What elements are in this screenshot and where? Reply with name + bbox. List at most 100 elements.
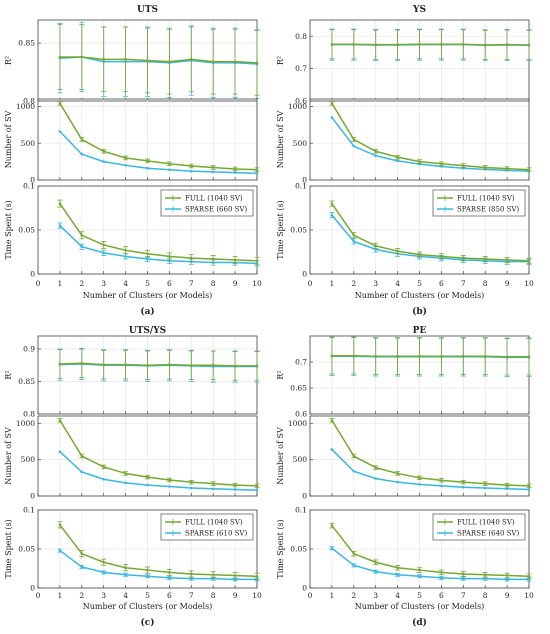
x-tick-label: 6: [439, 591, 444, 600]
legend-box: [432, 513, 526, 541]
y-tick-label: 0: [30, 492, 35, 501]
data-point: [374, 560, 378, 564]
data-point: [190, 169, 193, 173]
y-tick-label: 0.85: [18, 377, 35, 386]
data-point: [505, 578, 509, 581]
series-line: [59, 103, 258, 171]
data-point: [146, 575, 149, 578]
data-point: [80, 152, 84, 156]
y-tick-label: 0: [302, 492, 307, 501]
series-sparse: [58, 130, 259, 175]
data-point: [505, 574, 509, 577]
data-point: [211, 482, 215, 485]
x-tick-label: 3: [101, 279, 106, 288]
legend: FULL (1040 SV) SPARSE (850 SV): [432, 189, 526, 217]
data-point: [124, 481, 127, 485]
x-tick-label: 4: [123, 279, 128, 288]
series-full: [329, 200, 532, 264]
data-point: [483, 573, 487, 577]
data-point: [418, 43, 421, 46]
data-point: [462, 572, 465, 576]
data-point: [352, 240, 356, 243]
panel-label: (a): [140, 306, 154, 317]
panel-label: (c): [141, 617, 155, 628]
y-tick-label: 0.8: [295, 32, 307, 41]
data-point: [233, 258, 237, 262]
y-tick-label: 0.05: [290, 226, 307, 235]
data-point: [168, 162, 171, 166]
y-tick-label: 1000: [16, 102, 35, 111]
data-point: [483, 166, 487, 169]
series-line: [331, 525, 530, 578]
series-full: [57, 199, 260, 265]
data-point: [255, 488, 259, 492]
series-line: [59, 130, 258, 175]
data-point: [211, 573, 215, 577]
data-point: [330, 102, 334, 105]
data-point: [330, 116, 334, 119]
data-point: [168, 168, 171, 171]
axes-time: 0 0.05 0.1 Time Spent (s) FULL (1040 SV) SPAR…: [276, 182, 534, 288]
data-point: [462, 485, 465, 489]
data-point: [102, 160, 105, 163]
data-point: [255, 168, 259, 171]
x-tick-label: 6: [439, 279, 444, 288]
data-point: [102, 58, 105, 61]
data-point: [146, 166, 149, 170]
x-tick-label: 8: [483, 591, 488, 600]
y-axis-label: R²: [4, 370, 13, 379]
axes-r2: 0.8 0.85 0.9 R²: [4, 335, 260, 419]
x-tick-label: 5: [145, 591, 150, 600]
data-point: [190, 480, 193, 484]
data-point: [418, 575, 421, 578]
x-tick-label: 7: [461, 279, 466, 288]
data-point: [505, 258, 509, 262]
panel-title: PE: [413, 326, 427, 336]
data-point: [396, 573, 399, 577]
data-point: [255, 259, 259, 263]
legend: FULL (1040 SV) SPARSE (640 SV): [432, 513, 526, 541]
data-point: [505, 483, 509, 487]
data-point: [102, 149, 105, 153]
y-axis-label: Number of SV: [4, 427, 13, 485]
data-point: [330, 524, 334, 527]
x-tick-label: 0: [36, 279, 41, 288]
data-point: [352, 552, 356, 555]
data-point: [233, 167, 237, 171]
data-point: [190, 256, 193, 260]
series-full: [329, 29, 532, 60]
data-point: [211, 60, 215, 63]
data-point: [505, 487, 509, 491]
y-tick-label: 1000: [288, 419, 307, 428]
x-tick-label: 4: [395, 591, 400, 600]
data-point: [374, 466, 378, 469]
legend-label: FULL (1040 SV): [185, 195, 243, 203]
data-point: [483, 482, 487, 485]
y-tick-label: 1000: [288, 102, 307, 111]
x-tick-label: 0: [36, 591, 41, 600]
data-point: [233, 364, 237, 368]
y-tick-label: 0: [30, 176, 35, 185]
x-tick-label: 6: [167, 279, 172, 288]
data-point: [102, 363, 105, 366]
series-line: [331, 43, 530, 46]
data-point: [255, 364, 259, 368]
data-point: [440, 576, 443, 580]
data-point: [233, 483, 237, 487]
y-tick-label: 0.8: [23, 410, 35, 419]
data-point: [483, 486, 487, 490]
x-tick-label: 5: [417, 591, 422, 600]
data-point: [146, 159, 149, 163]
axes-r2: 0.6 0.65 0.7 R²: [276, 335, 532, 419]
panel-label: (b): [412, 306, 427, 317]
x-tick-label: 9: [505, 591, 510, 600]
data-point: [527, 43, 531, 47]
data-point: [440, 43, 443, 46]
x-tick-label: 3: [101, 591, 106, 600]
y-tick-label: 0.1: [23, 182, 35, 191]
data-point: [102, 251, 105, 255]
data-point: [58, 523, 62, 527]
